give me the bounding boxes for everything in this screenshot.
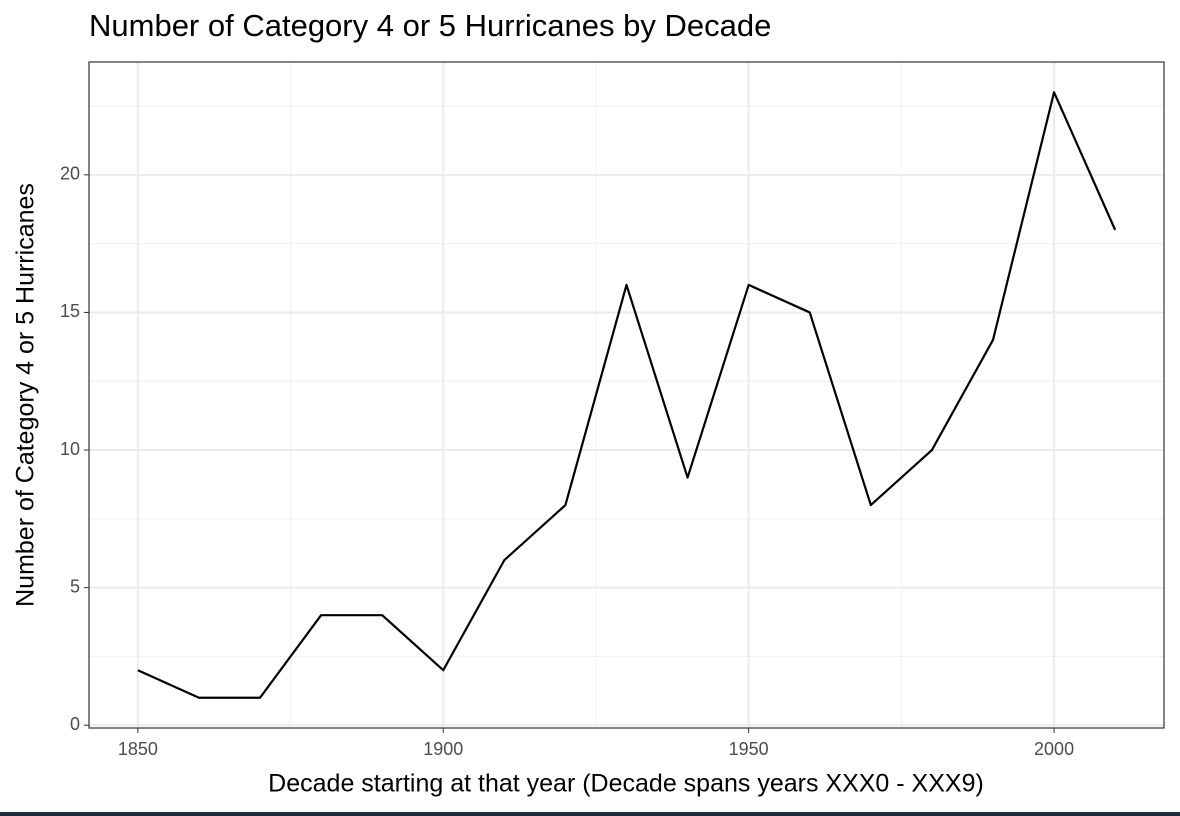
plot (137, 91, 1117, 699)
chart-title: Number of Category 4 or 5 Hurricanes by … (89, 8, 771, 43)
bottom-bar (0, 812, 1180, 816)
y-tick-label: 0 (70, 714, 80, 734)
grid (89, 62, 1164, 728)
x-tick-label: 1900 (423, 739, 463, 759)
panel-border (88, 61, 1165, 729)
y-tick-label: 15 (60, 301, 80, 321)
line (137, 91, 1117, 699)
x-tick-label: 1850 (118, 739, 158, 759)
x-tick-label: 2000 (1034, 739, 1074, 759)
y-axis-title: Number of Category 4 or 5 Hurricanes (12, 183, 40, 607)
x-axis-title: Decade starting at that year (Decade spa… (268, 770, 984, 798)
x-tick-label: 1950 (729, 739, 769, 759)
y-tick-label: 5 (70, 576, 80, 596)
y-tick-label: 20 (60, 164, 80, 184)
y-tick-label: 10 (60, 439, 80, 459)
